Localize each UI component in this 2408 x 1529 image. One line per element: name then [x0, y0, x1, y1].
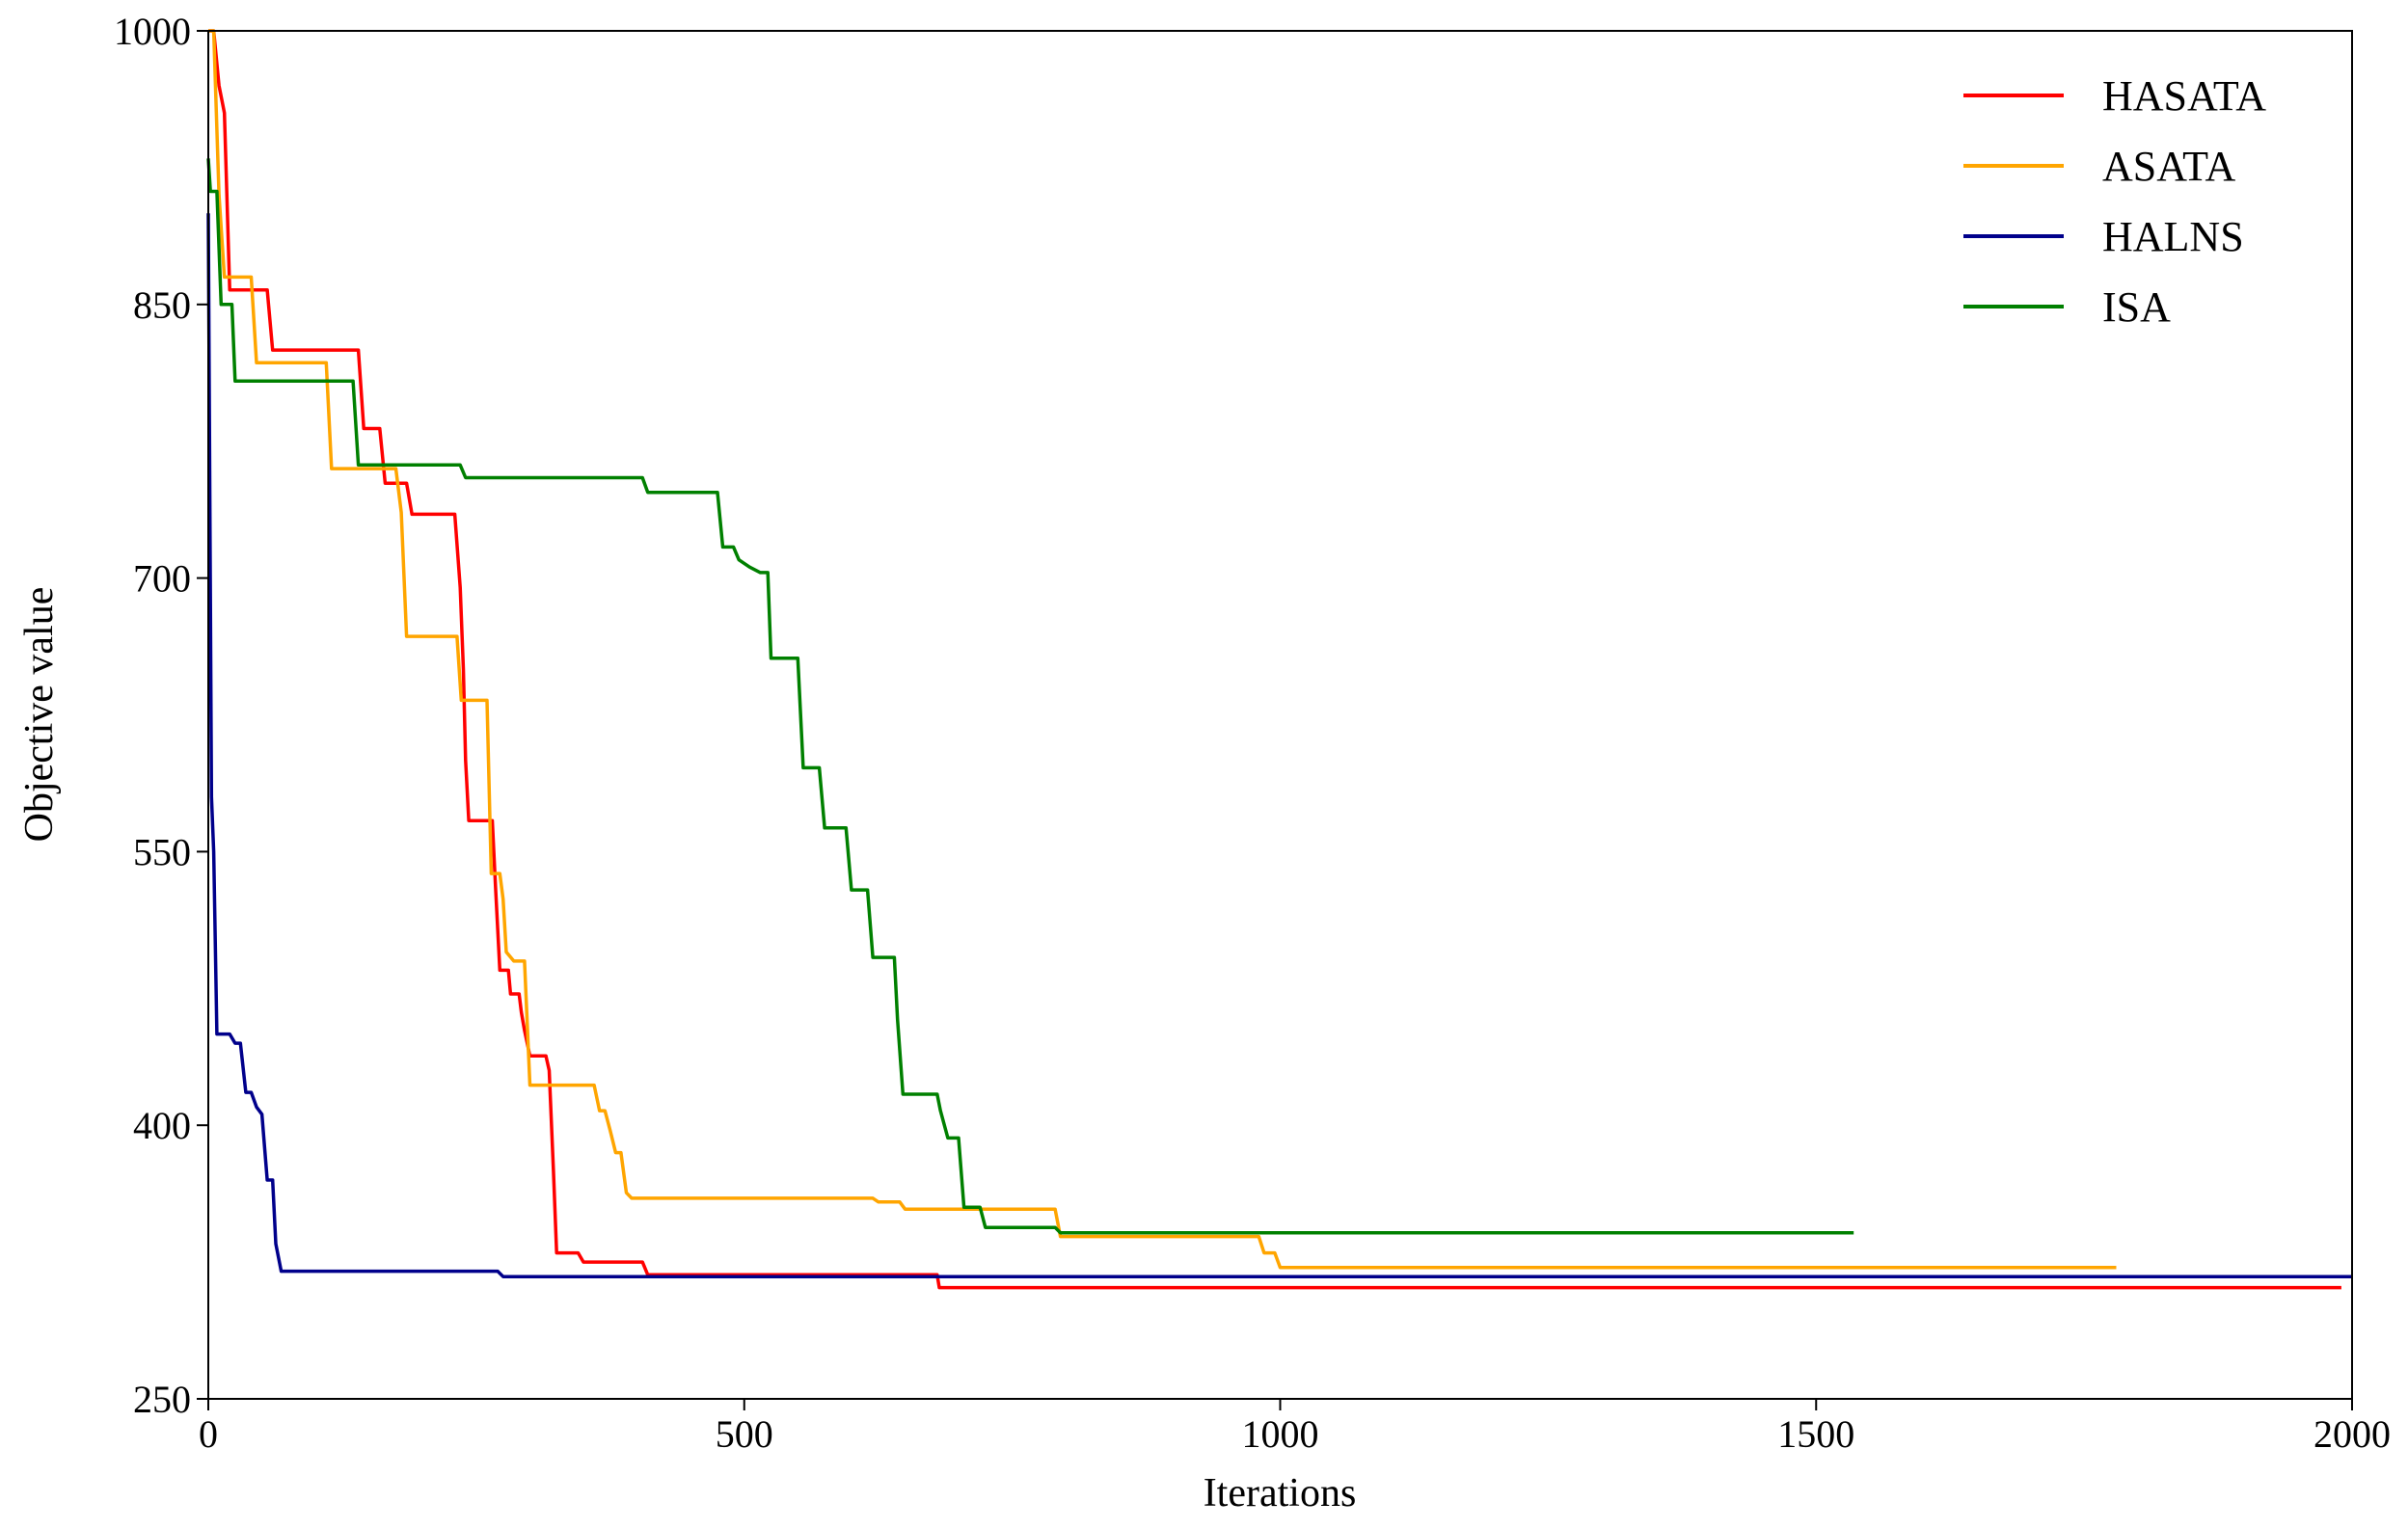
- y-axis: 250 400 550 700 850 1000: [114, 10, 208, 1421]
- y-tick-label: 400: [133, 1104, 191, 1147]
- y-tick-label: 1000: [114, 10, 191, 53]
- legend: HASATA ASATA HALNS ISA: [1963, 72, 2266, 331]
- plot-lines: [206, 29, 2352, 1290]
- legend-label-hasata: HASATA: [2102, 72, 2266, 120]
- y-tick-label: 250: [133, 1378, 191, 1421]
- y-tick-label: 700: [133, 557, 191, 601]
- y-axis-title: Objective value: [17, 587, 62, 843]
- x-tick-label: 1500: [1777, 1412, 1854, 1456]
- series-line-asata: [208, 29, 2117, 1270]
- legend-label-halns: HALNS: [2102, 213, 2244, 260]
- x-tick-label: 1000: [1242, 1412, 1319, 1456]
- series-line-hasata: [208, 29, 2341, 1290]
- x-tick-label: 2000: [2313, 1412, 2391, 1456]
- x-tick-label: 500: [716, 1412, 773, 1456]
- x-axis: 0 500 1000 1500 2000: [199, 1399, 2391, 1456]
- legend-label-asata: ASATA: [2102, 143, 2235, 190]
- series-line-isa: [206, 158, 1854, 1235]
- series-line-halns: [206, 213, 2352, 1278]
- y-tick-label: 550: [133, 830, 191, 873]
- x-axis-title: Iterations: [1204, 1471, 1357, 1516]
- legend-label-isa: ISA: [2102, 283, 2171, 331]
- x-tick-label: 0: [199, 1412, 218, 1456]
- y-tick-label: 850: [133, 283, 191, 327]
